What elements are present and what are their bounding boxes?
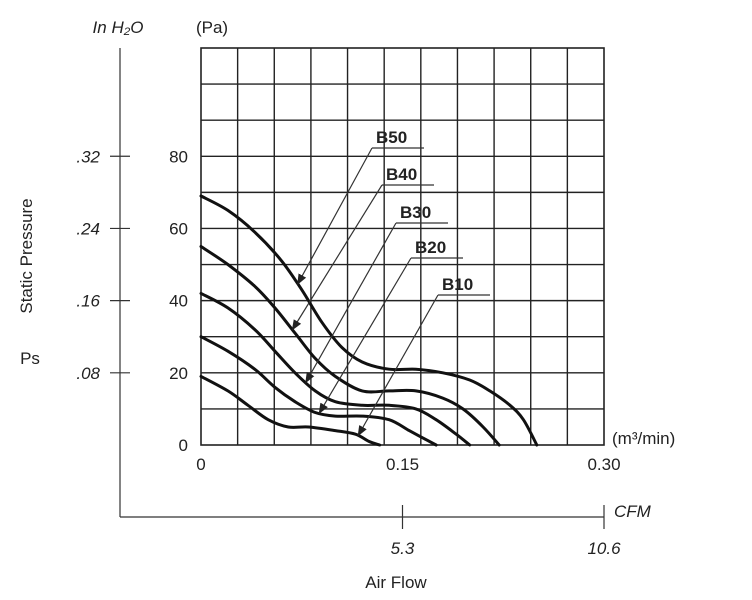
curve-b30 [199, 291, 472, 447]
callout-arrow-b50 [297, 147, 373, 285]
x-tick-label: 0.30 [587, 455, 620, 474]
curve-label-b10: B10 [442, 275, 473, 294]
curve-b20 [199, 335, 438, 447]
curve-label-b50: B50 [376, 128, 407, 147]
x2-unit-label: CFM [614, 502, 652, 521]
y-axis-title-symbol: Ps [20, 349, 40, 368]
curve-b40 [199, 245, 501, 447]
callout-arrow-b10 [357, 294, 439, 437]
x-tick-label: 0.15 [386, 455, 419, 474]
curve-label-b40: B40 [386, 165, 417, 184]
x2-tick-label: 10.6 [587, 539, 621, 558]
y2-unit-label: In H₂O [93, 18, 144, 37]
y-tick-label: 0 [179, 436, 188, 455]
callout-arrow-b20 [318, 257, 412, 415]
curves [199, 194, 539, 447]
curve-b50 [199, 194, 539, 447]
plot-frame [200, 47, 605, 446]
y2-tick-label: .08 [76, 364, 100, 383]
x-tick-label: 0 [196, 455, 205, 474]
y-unit-label: (Pa) [196, 18, 228, 37]
plot-grid [200, 47, 605, 446]
curve-callouts: B50 B40 B30 B20 B10 [291, 128, 490, 437]
callout-arrow-b40 [291, 184, 383, 331]
y-tick-label: 60 [169, 219, 188, 238]
curve-b10 [199, 374, 382, 447]
callout-arrow-b30 [305, 222, 397, 384]
x2-tick-label: 5.3 [391, 539, 415, 558]
y-axis-title: Static Pressure [17, 198, 36, 313]
y-tick-label: 20 [169, 364, 188, 383]
curve-label-b20: B20 [415, 238, 446, 257]
y2-tick-label: .16 [76, 292, 100, 311]
curve-label-b30: B30 [400, 203, 431, 222]
x-unit-label: (m³/min) [612, 429, 675, 448]
axes: 0 20 40 60 80 0 0.15 0.30 .08 .16 .24 .32 5.3 10.6 [76, 48, 621, 558]
y2-tick-label: .32 [76, 147, 100, 166]
y-tick-label: 80 [169, 147, 188, 166]
y-tick-label: 40 [169, 292, 188, 311]
x-axis-title: Air Flow [365, 573, 427, 592]
y2-tick-label: .24 [76, 219, 100, 238]
